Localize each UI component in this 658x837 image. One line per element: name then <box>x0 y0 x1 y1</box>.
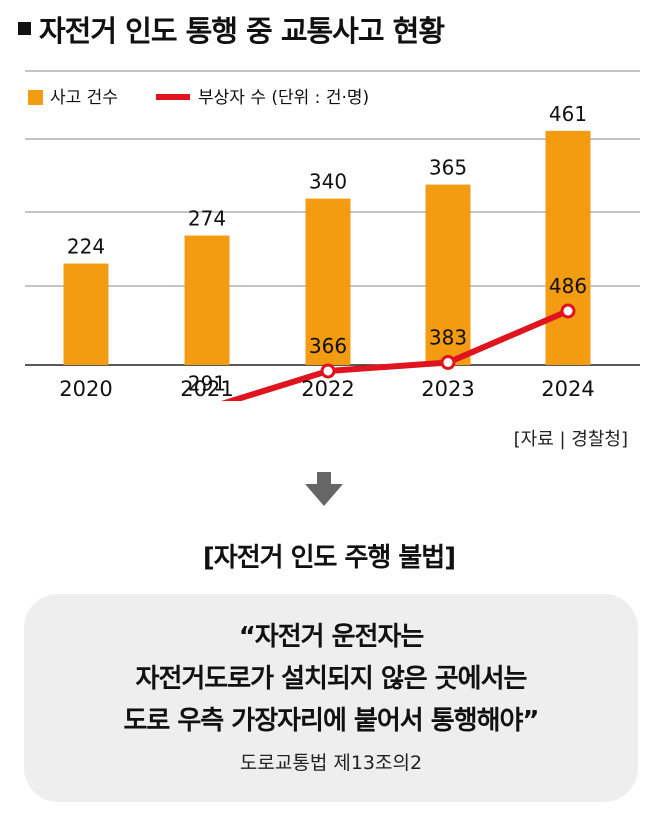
bar-value-label: 461 <box>549 102 587 126</box>
title-square-icon <box>18 22 31 35</box>
line-value-label: 366 <box>309 334 347 358</box>
down-arrow-icon <box>305 472 343 506</box>
x-tick-label: 2022 <box>301 377 354 401</box>
legend-line-label: 부상자 수 (단위 : 건·명) <box>198 88 369 108</box>
bar <box>545 130 591 365</box>
accident-chart: 224274340365461230291366383486 202020212… <box>25 70 640 401</box>
x-tick-label: 2023 <box>421 377 474 401</box>
legend-bar-label: 사고 건수 <box>50 88 118 108</box>
bar <box>305 198 351 365</box>
x-tick-label: 2024 <box>541 377 594 401</box>
line-point <box>560 303 576 319</box>
rule-title: [자전거 인도 주행 불법] <box>202 543 456 573</box>
bar <box>63 263 109 365</box>
rule-quote: “자전거 운전자는 자전거도로가 설치되지 않은 곳에서는 도로 우측 가장자리… <box>24 616 638 742</box>
x-tick-label: 2020 <box>59 377 112 401</box>
bar-value-label: 340 <box>309 170 347 194</box>
bar-value-label: 365 <box>429 156 467 180</box>
line-value-label: 383 <box>429 326 467 350</box>
chart-title: 자전거 인도 통행 중 교통사고 현황 <box>18 8 445 50</box>
bar <box>425 184 471 365</box>
bar-series <box>63 130 591 365</box>
rule-quote-line: 도로 우측 가장자리에 붙어서 통행해야” <box>123 706 539 736</box>
rule-quote-line: 자전거도로가 설치되지 않은 곳에서는 <box>135 664 528 694</box>
data-labels: 224274340365461230291366383486 <box>67 102 587 396</box>
bar <box>184 235 230 365</box>
legend: 사고 건수 부상자 수 (단위 : 건·명) <box>28 88 369 108</box>
line-value-label: 291 <box>188 372 226 396</box>
x-tick-label: 2021 <box>180 377 233 401</box>
line-series <box>221 303 576 401</box>
bar-value-label: 274 <box>188 207 226 231</box>
line-point <box>440 355 456 370</box>
source-note: [자료 | 경찰청] <box>513 429 628 450</box>
x-axis: 2020 2021 2022 2023 2024 <box>59 377 594 401</box>
chart-title-text: 자전거 인도 통행 중 교통사고 현황 <box>39 14 445 48</box>
bar-value-label: 224 <box>67 235 105 259</box>
legend-bar-swatch <box>28 90 43 105</box>
line-point <box>320 363 336 379</box>
rule-box: “자전거 운전자는 자전거도로가 설치되지 않은 곳에서는 도로 우측 가장자리… <box>24 594 638 802</box>
line-value-label: 486 <box>549 274 587 298</box>
rule-law-reference: 도로교통법 제13조의2 <box>239 752 423 774</box>
rule-quote-line: “자전거 운전자는 <box>238 622 425 652</box>
